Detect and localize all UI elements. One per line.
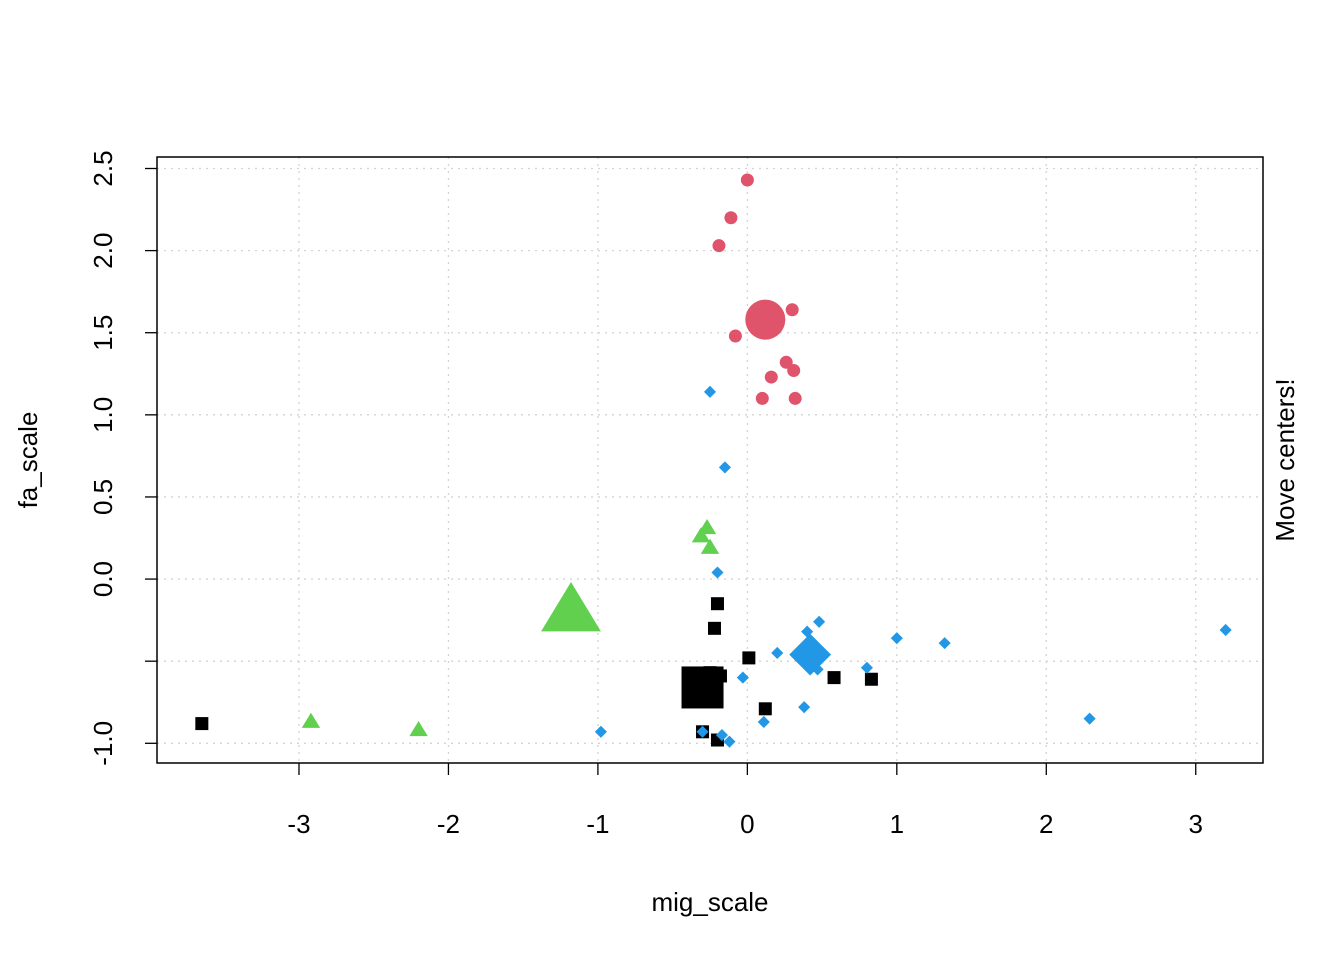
right-margin-text: Move centers! xyxy=(1270,378,1300,541)
data-point xyxy=(864,672,878,686)
data-point xyxy=(707,621,721,635)
data-point xyxy=(827,671,841,685)
x-tick-label: -3 xyxy=(287,809,310,839)
x-tick-label: 1 xyxy=(890,809,904,839)
y-tick-label: 1.5 xyxy=(88,315,118,351)
y-axis-title: fa_scale xyxy=(13,412,43,509)
data-point xyxy=(301,712,321,728)
data-point xyxy=(691,527,711,543)
data-point xyxy=(718,461,731,474)
data-point xyxy=(710,597,724,611)
data-point xyxy=(779,355,793,369)
data-point xyxy=(724,211,738,225)
x-axis-title: mig_scale xyxy=(651,887,768,917)
data-point xyxy=(811,663,824,676)
y-tick-label: -1.0 xyxy=(88,721,118,766)
data-point xyxy=(798,701,811,714)
y-tick-label: 0.0 xyxy=(88,561,118,597)
data-points xyxy=(195,173,1232,748)
data-point xyxy=(785,303,799,317)
data-point xyxy=(1219,623,1232,637)
plot-frame xyxy=(156,156,1264,764)
data-point xyxy=(860,661,873,674)
y-tick-label: 0.5 xyxy=(88,479,118,515)
data-point xyxy=(757,715,770,728)
y-tick-label: 1.0 xyxy=(88,397,118,433)
data-point xyxy=(703,385,717,398)
data-point xyxy=(764,370,778,384)
data-point xyxy=(711,566,724,579)
cluster-center xyxy=(681,666,724,709)
cluster-center xyxy=(541,582,601,632)
data-point xyxy=(938,637,951,650)
data-point xyxy=(787,363,801,377)
data-point xyxy=(712,239,726,253)
data-point xyxy=(740,173,754,187)
data-point xyxy=(696,725,709,738)
data-point xyxy=(890,632,903,645)
x-axis: -3 -2 -1 0 1 2 3 xyxy=(287,763,1203,839)
data-point xyxy=(195,717,209,731)
x-tick-label: 2 xyxy=(1039,809,1053,839)
data-point xyxy=(742,651,756,665)
data-point xyxy=(771,646,784,660)
grid-lines xyxy=(157,157,1263,763)
data-point xyxy=(409,720,428,737)
x-tick-label: -1 xyxy=(586,809,609,839)
x-tick-label: 0 xyxy=(740,809,754,839)
cluster-center xyxy=(789,633,832,676)
y-tick-label: 2.5 xyxy=(88,150,118,186)
y-axis: -1.0 0.0 0.5 1.0 1.5 2.0 2.5 xyxy=(88,150,157,766)
data-point xyxy=(788,391,802,405)
data-point xyxy=(700,538,720,554)
y-tick-label: 2.0 xyxy=(88,233,118,269)
data-point xyxy=(715,729,729,742)
cluster-center xyxy=(745,299,786,340)
data-point xyxy=(1083,712,1096,725)
data-point xyxy=(736,671,749,684)
data-point xyxy=(813,615,826,628)
x-tick-label: -2 xyxy=(437,809,460,839)
data-point xyxy=(755,391,769,405)
data-point xyxy=(594,725,607,738)
data-point xyxy=(728,329,742,343)
data-point xyxy=(758,702,772,716)
x-tick-label: 3 xyxy=(1189,809,1203,839)
data-point xyxy=(723,735,736,748)
